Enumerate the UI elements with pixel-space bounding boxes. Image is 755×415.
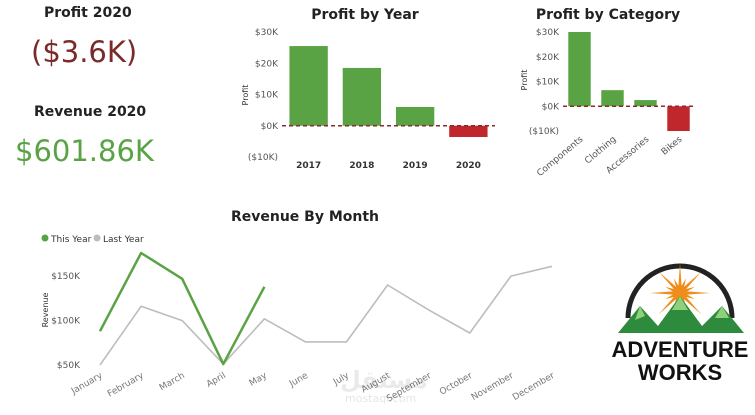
y-axis-label: Profit bbox=[520, 70, 529, 91]
bar bbox=[449, 125, 488, 137]
y-tick-label: ($10K) bbox=[529, 127, 559, 137]
y-tick-label: $50K bbox=[57, 361, 81, 371]
revenue-kpi-value: $601.86K bbox=[15, 134, 154, 168]
chart-title: Revenue By Month bbox=[231, 209, 379, 225]
x-tick-label: February bbox=[106, 371, 146, 400]
y-tick-label: $10K bbox=[255, 91, 279, 101]
legend-last-year-dot bbox=[93, 234, 101, 242]
x-tick-label: 2020 bbox=[456, 161, 481, 171]
star-ray bbox=[680, 278, 687, 293]
profit-kpi-value: ($3.6K) bbox=[31, 35, 138, 69]
chart-title: Profit by Category bbox=[536, 7, 680, 23]
revenue-by-month-chart: Revenue By Month This Year Last Year Rev… bbox=[41, 209, 557, 404]
star-ray bbox=[680, 291, 710, 295]
star-ray bbox=[658, 293, 680, 315]
y-axis-label: Revenue bbox=[41, 293, 50, 328]
profit-by-year-chart: Profit by Year Profit ($10K) $0K $10K $20K $… bbox=[241, 7, 495, 171]
bar bbox=[568, 32, 591, 107]
y-axis-label: Profit bbox=[241, 85, 250, 106]
x-tick-label: October bbox=[438, 371, 474, 398]
star-ray bbox=[680, 271, 702, 293]
y-tick-label: $20K bbox=[536, 53, 560, 63]
y-tick-label: ($10K) bbox=[248, 153, 278, 163]
star-ray bbox=[678, 263, 682, 293]
compass-star-icon bbox=[650, 263, 710, 323]
logo-mountain-highlight bbox=[672, 296, 688, 310]
logo-mountains bbox=[618, 296, 744, 333]
star-ray bbox=[680, 293, 702, 315]
adventure-works-logo: ADVENTURE WORKS bbox=[612, 263, 749, 385]
legend-last-year-label: Last Year bbox=[103, 235, 144, 245]
legend-this-year-dot bbox=[41, 234, 49, 242]
star-ray bbox=[680, 286, 695, 293]
logo-mountain-highlight bbox=[715, 306, 729, 318]
star-ray bbox=[658, 271, 680, 293]
y-tick-label: $0K bbox=[261, 122, 279, 132]
revenue-kpi-title: Revenue 2020 bbox=[34, 104, 147, 120]
profit-by-category-chart: Profit by Category Profit ($10K) $0K $10K $… bbox=[520, 7, 695, 179]
star-ray bbox=[665, 286, 680, 293]
x-tick-label: 2017 bbox=[296, 161, 321, 171]
x-tick-label: Components bbox=[535, 134, 585, 178]
x-tick-label: 2018 bbox=[349, 161, 374, 171]
watermark-latin: mostaql.com bbox=[345, 392, 417, 405]
last-year-line bbox=[99, 265, 553, 366]
y-tick-label: $150K bbox=[51, 272, 81, 282]
y-tick-label: $0K bbox=[542, 102, 560, 112]
star-ray bbox=[665, 293, 680, 300]
this-year-line bbox=[98, 251, 266, 366]
y-tick-label: $30K bbox=[536, 28, 560, 38]
star-ray bbox=[650, 291, 680, 295]
legend-this-year-label: This Year bbox=[50, 235, 92, 245]
x-tick-label: 2019 bbox=[403, 161, 428, 171]
bar bbox=[342, 67, 382, 126]
bar bbox=[634, 100, 657, 107]
star-ray bbox=[673, 278, 680, 293]
logo-text-line2: WORKS bbox=[638, 360, 722, 385]
logo-mountain-highlight bbox=[635, 306, 645, 320]
bar bbox=[289, 46, 328, 126]
x-tick-label: June bbox=[287, 371, 310, 390]
chart-title: Profit by Year bbox=[311, 7, 419, 23]
bar bbox=[395, 107, 435, 126]
y-tick-label: $10K bbox=[536, 78, 560, 88]
y-tick-label: $30K bbox=[255, 28, 279, 38]
x-tick-label: May bbox=[248, 371, 270, 389]
watermark-arabic: مستقل bbox=[340, 366, 428, 394]
star-ray bbox=[680, 293, 695, 300]
y-tick-label: $20K bbox=[255, 59, 279, 69]
logo-text-line1: ADVENTURE bbox=[612, 337, 749, 362]
x-tick-label: November bbox=[470, 371, 516, 403]
profit-kpi-title: Profit 2020 bbox=[44, 5, 132, 21]
y-tick-label: $100K bbox=[51, 317, 81, 327]
x-tick-label: March bbox=[158, 371, 187, 393]
x-tick-label: December bbox=[511, 371, 557, 403]
x-tick-label: April bbox=[205, 371, 228, 390]
x-tick-label: January bbox=[69, 371, 105, 398]
bar bbox=[601, 90, 624, 107]
bar bbox=[667, 106, 690, 131]
x-tick-label: Bikes bbox=[660, 134, 685, 157]
